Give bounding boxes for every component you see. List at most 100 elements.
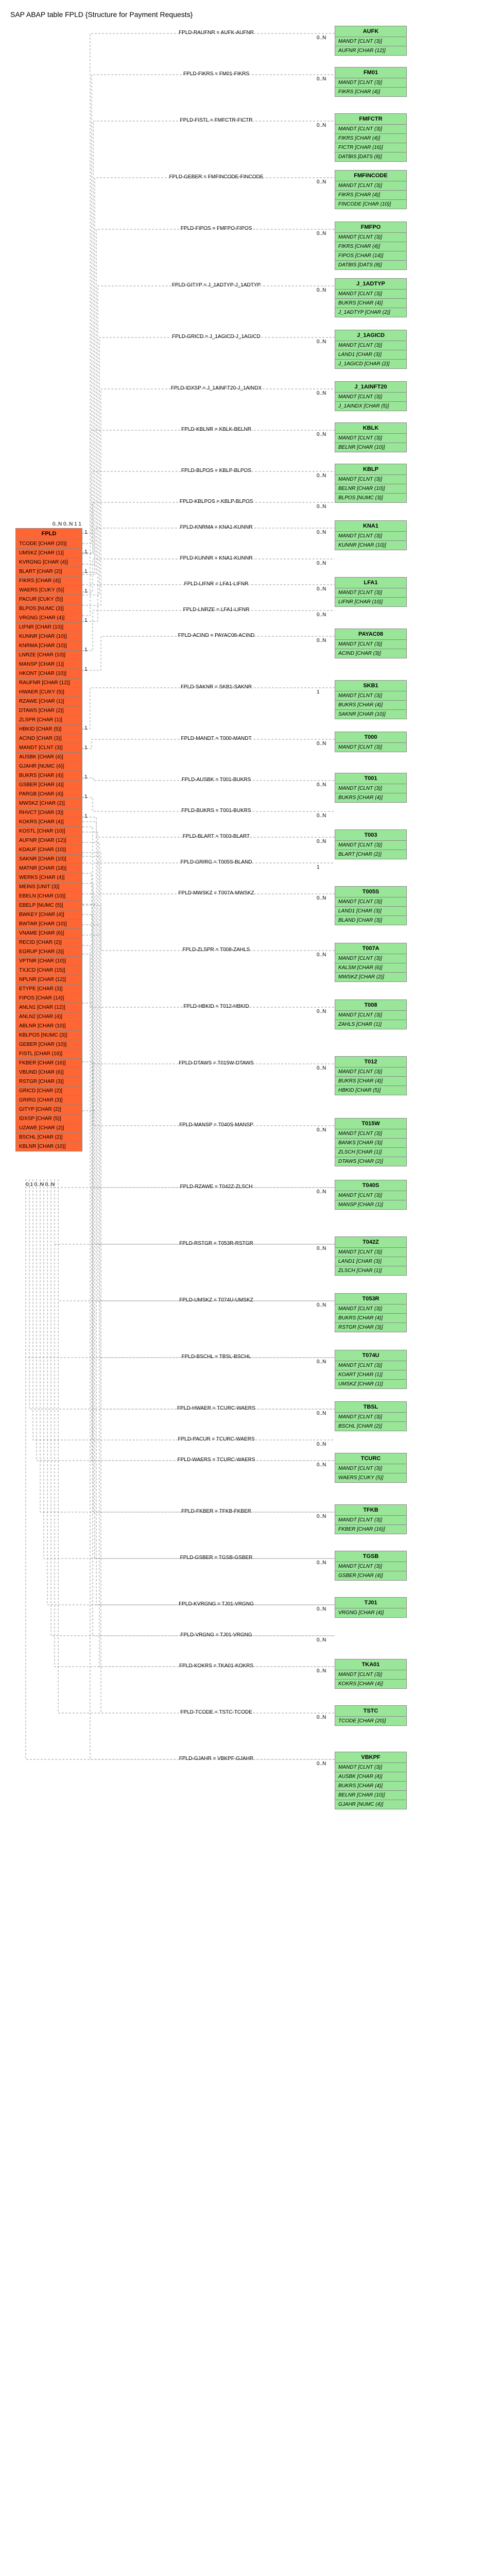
relation-label: FPLD-BUKRS = T001-BUKRS (144, 808, 288, 814)
target-field: MANDT [CLNT (3)] (335, 78, 407, 88)
target-header: VBKPF (335, 1752, 407, 1763)
source-field: VNAME [CHAR (6)] (15, 929, 82, 938)
target-table: T053RMANDT [CLNT (3)]BUKRS [CHAR (4)]RST… (335, 1293, 407, 1332)
source-field: KOKRS [CHAR (4)] (15, 818, 82, 827)
target-field: MANDT [CLNT (3)] (335, 181, 407, 191)
target-header: TJ01 (335, 1597, 407, 1608)
multiplicity-label: 0..N (317, 1668, 326, 1674)
target-header: TCURC (335, 1453, 407, 1464)
source-field: GITYP [CHAR (2)] (15, 1105, 82, 1114)
target-table: TBSLMANDT [CLNT (3)]BSCHL [CHAR (2)] (335, 1401, 407, 1431)
target-header: T001 (335, 773, 407, 784)
source-field: DTAWS [CHAR (2)] (15, 706, 82, 716)
multiplicity-label: 0..N (317, 813, 326, 819)
relation-label: FPLD-GEBER = FMFINCODE-FINCODE (144, 174, 288, 180)
multiplicity-label: 0..N (317, 741, 326, 747)
target-field: HBKID [CHAR (5)] (335, 1086, 407, 1095)
target-field: BELNR [CHAR (10)] (335, 1791, 407, 1800)
relation-label: FPLD-HWAER = TCURC-WAERS (144, 1405, 288, 1411)
target-field: MANDT [CLNT (3)] (335, 743, 407, 752)
multiplicity-label: 0..N (317, 952, 326, 958)
relation-label: FPLD-IDXSP = J_1AINFT20-J_1AINDX (144, 385, 288, 391)
target-header: SKB1 (335, 680, 407, 691)
multiplicity-label: 0..N (317, 231, 326, 236)
target-field: J_1AINDX [CHAR (5)] (335, 402, 407, 411)
multiplicity-label: 0..N (317, 1514, 326, 1519)
multiplicity-label: 0..N (317, 1302, 326, 1308)
target-field: FKBER [CHAR (16)] (335, 1525, 407, 1534)
source-field: GJAHR [NUMC (4)] (15, 762, 82, 771)
relation-label: FPLD-GITYP = J_1ADTYP-J_1ADTYP (144, 282, 288, 288)
target-table: LFA1MANDT [CLNT (3)]LIFNR [CHAR (10)] (335, 577, 407, 607)
target-table: KBLPMANDT [CLNT (3)]BELNR [CHAR (10)]BLP… (335, 464, 407, 503)
target-field: MANSP [CHAR (1)] (335, 1200, 407, 1210)
target-field: BELNR [CHAR (10)] (335, 443, 407, 452)
relation-label: FPLD-MANSP = T040S-MANSP (144, 1122, 288, 1128)
target-header: TSTC (335, 1705, 407, 1717)
target-field: MANDT [CLNT (3)] (335, 897, 407, 907)
source-multiplicity: 1 (84, 588, 88, 594)
source-field: RHVCT [CHAR (3)] (15, 808, 82, 818)
target-field: BUKRS [CHAR (4)] (335, 1314, 407, 1323)
source-multiplicity: 1 (84, 549, 88, 555)
source-header: FPLD (15, 528, 82, 539)
source-field: IDXSP [CHAR (5)] (15, 1114, 82, 1124)
target-table: T007AMANDT [CLNT (3)]KALSM [CHAR (6)]MWS… (335, 943, 407, 982)
source-field: RSTGR [CHAR (3)] (15, 1077, 82, 1087)
target-table: FMFPOMANDT [CLNT (3)]FIKRS [CHAR (4)]FIP… (335, 222, 407, 270)
source-multiplicity: 1 (84, 745, 88, 751)
target-field: MANDT [CLNT (3)] (335, 784, 407, 793)
target-field: MANDT [CLNT (3)] (335, 290, 407, 299)
source-field: BWKEY [CHAR (4)] (15, 910, 82, 920)
source-field: EGRUP [CHAR (3)] (15, 947, 82, 957)
target-header: KBLP (335, 464, 407, 475)
target-field: MANDT [CLNT (3)] (335, 532, 407, 541)
source-field: BLPOS [NUMC (3)] (15, 604, 82, 614)
target-table: T000MANDT [CLNT (3)] (335, 732, 407, 752)
source-field: GEBER [CHAR (10)] (15, 1040, 82, 1049)
target-table: J_1AINFT20MANDT [CLNT (3)]J_1AINDX [CHAR… (335, 381, 407, 411)
multiplicity-label: 0..N (317, 1189, 326, 1195)
target-header: FMFPO (335, 222, 407, 233)
relation-label: FPLD-BLPOS = KBLP-BLPOS (144, 468, 288, 473)
multiplicity-label: 0..N (317, 1637, 326, 1643)
target-field: MANDT [CLNT (3)] (335, 341, 407, 350)
multiplicity-label: 0..N (317, 1462, 326, 1468)
target-header: T005S (335, 886, 407, 897)
source-field: HWAER [CUKY (5)] (15, 688, 82, 697)
relation-label: FPLD-ZLSPR = T008-ZAHLS (144, 947, 288, 953)
target-header: T012 (335, 1056, 407, 1067)
source-field: GSBER [CHAR (4)] (15, 781, 82, 790)
source-field: VBUND [CHAR (6)] (15, 1068, 82, 1077)
target-header: J_1AINFT20 (335, 381, 407, 393)
source-field: KUNNR [CHAR (10)] (15, 632, 82, 641)
source-field: GRIRG [CHAR (3)] (15, 1096, 82, 1105)
multiplicity-label: 0..N (317, 1606, 326, 1612)
target-field: UMSKZ [CHAR (1)] (335, 1380, 407, 1389)
multiplicity-label: 0..N (317, 1715, 326, 1720)
target-field: MWSKZ [CHAR (2)] (335, 973, 407, 982)
target-header: T074U (335, 1350, 407, 1361)
multiplicity-label: 0..N (317, 287, 326, 293)
relation-label: FPLD-LNRZE = LFA1-LIFNR (144, 607, 288, 613)
source-field: KDAUF [CHAR (10)] (15, 845, 82, 855)
target-field: KOKRS [CHAR (4)] (335, 1680, 407, 1689)
source-field: UMSKZ [CHAR (1)] (15, 549, 82, 558)
multiplicity-label: 0..N (317, 35, 326, 41)
target-table: T003MANDT [CLNT (3)]BLART [CHAR (2)] (335, 829, 407, 859)
source-field: LNRZE [CHAR (10)] (15, 651, 82, 660)
source-field: KOSTL [CHAR (10)] (15, 827, 82, 836)
target-table: T074UMANDT [CLNT (3)]KOART [CHAR (1)]UMS… (335, 1350, 407, 1389)
target-field: LAND1 [CHAR (3)] (335, 1257, 407, 1266)
target-field: FIKRS [CHAR (4)] (335, 191, 407, 200)
relation-label: FPLD-FIKRS = FM01-FIKRS (144, 71, 288, 77)
source-field: HBKID [CHAR (5)] (15, 725, 82, 734)
target-table: SKB1MANDT [CLNT (3)]BUKRS [CHAR (4)]SAKN… (335, 680, 407, 719)
target-field: MANDT [CLNT (3)] (335, 1248, 407, 1257)
source-field: BLART [CHAR (2)] (15, 567, 82, 577)
target-table: FMFCTRMANDT [CLNT (3)]FIKRS [CHAR (4)]FI… (335, 113, 407, 162)
target-field: FICTR [CHAR (16)] (335, 143, 407, 152)
target-table: TSTCTCODE [CHAR (20)] (335, 1705, 407, 1726)
relation-label: FPLD-SAKNR = SKB1-SAKNR (144, 684, 288, 690)
target-header: T007A (335, 943, 407, 954)
